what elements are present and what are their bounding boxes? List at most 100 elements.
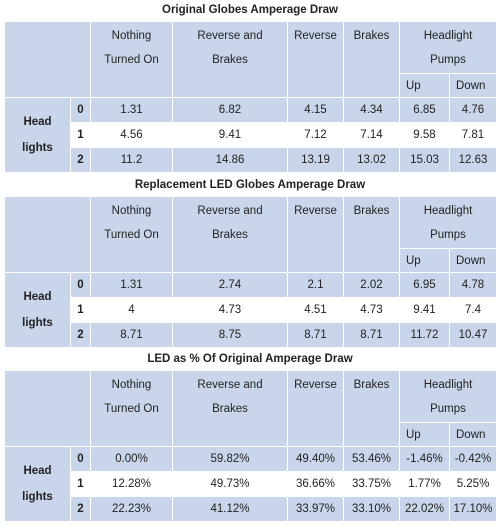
row-index: 1 (70, 471, 91, 497)
row-group-label: Head lights (4, 97, 71, 173)
col-header-reverse-and-brakes: Reverse and Brakes (172, 21, 288, 98)
table-cell: 12.63 (449, 147, 497, 173)
row-group-label: Head lights (4, 446, 71, 522)
table-row: 2 8.71 8.75 8.71 8.71 11.72 10.47 (5, 322, 497, 348)
row-group-label-line1: Head (23, 291, 52, 303)
table-cell: 33.75% (343, 471, 400, 497)
table-cell: 11.72 (399, 322, 450, 348)
col-header-brakes-text: Brakes (353, 379, 390, 391)
col-header-reverse-text: Reverse (294, 30, 337, 42)
table-cell: 7.12 (287, 122, 344, 148)
table-cell: 59.82% (172, 446, 288, 472)
header-row: Nothing Turned On Reverse and Brakes Reverse… (4, 370, 497, 447)
table-cell: 0.00% (90, 446, 173, 472)
table-cell: 22.02% (399, 496, 450, 522)
row-index: 0 (70, 272, 91, 298)
col-header-nothing-turned-on: Nothing Turned On (90, 21, 173, 98)
header-row: Nothing Turned On Reverse and Brakes Reverse… (4, 196, 497, 273)
table-cell: 4.73 (343, 297, 400, 323)
table-cell: 8.71 (287, 322, 344, 348)
table-cell: 15.03 (399, 147, 450, 173)
table-cell: 7.4 (449, 297, 497, 323)
table-title: Replacement LED Globes Amperage Draw (134, 179, 366, 191)
table-cell: 1.31 (90, 272, 173, 298)
col-header-nothing-turned-on-line2: Turned On (104, 403, 159, 415)
table-cell: 8.71 (90, 322, 173, 348)
table-cell: 13.19 (287, 147, 344, 173)
subheader-row: Up Down (5, 248, 497, 273)
table-cell: 10.47 (449, 322, 497, 348)
table-cell: 36.66% (287, 471, 344, 497)
table-row: 1 4 4.73 4.51 4.73 9.41 7.4 (5, 297, 497, 323)
table-cell: 6.82 (172, 97, 288, 123)
col-header-down: Down (449, 422, 497, 447)
col-header-reverse-and-brakes-line1: Reverse and (197, 379, 263, 391)
table-cell: 1.77% (399, 471, 450, 497)
table-cell: -0.42% (449, 446, 497, 472)
row-group-label-line2: lights (22, 491, 53, 503)
table-cell: 4.56 (90, 122, 173, 148)
col-header-reverse-and-brakes-line2: Brakes (212, 54, 248, 66)
col-header-brakes-text: Brakes (353, 205, 390, 217)
amperage-table: Nothing Turned On Reverse and Brakes Reverse… (4, 196, 497, 348)
table-cell: 8.71 (343, 322, 400, 348)
col-header-brakes: Brakes (343, 196, 400, 273)
col-header-headlight-pumps-line2: Pumps (430, 54, 466, 66)
col-header-reverse-and-brakes: Reverse and Brakes (172, 196, 288, 273)
col-header-headlight-pumps: Headlight Pumps (399, 370, 497, 423)
col-header-brakes-text: Brakes (353, 30, 390, 42)
table-cell: 33.10% (343, 496, 400, 522)
table-cell: 17.10% (449, 496, 497, 522)
table-cell: 4.51 (287, 297, 344, 323)
col-header-reverse: Reverse (287, 370, 344, 447)
header-corner (4, 21, 91, 98)
row-index: 1 (70, 122, 91, 148)
table-title: LED as % Of Original Amperage Draw (147, 353, 353, 365)
table-cell: 49.73% (172, 471, 288, 497)
table-cell: 33.97% (287, 496, 344, 522)
table-cell: 1.31 (90, 97, 173, 123)
subheader-row: Up Down (5, 73, 497, 98)
row-index: 1 (70, 297, 91, 323)
row-index: 2 (70, 496, 91, 522)
col-header-headlight-pumps-line1: Headlight (423, 205, 473, 217)
row-group-label-line1: Head (23, 116, 52, 128)
col-header-up: Up (399, 422, 450, 447)
col-header-nothing-turned-on: Nothing Turned On (90, 196, 173, 273)
col-header-reverse: Reverse (287, 21, 344, 98)
col-header-brakes: Brakes (343, 370, 400, 447)
table-cell: 2.1 (287, 272, 344, 298)
table-cell: 9.41 (172, 122, 288, 148)
table-cell: 12.28% (90, 471, 173, 497)
amperage-table: Nothing Turned On Reverse and Brakes Reverse… (4, 370, 497, 522)
table-cell: 11.2 (90, 147, 173, 173)
header-corner (4, 370, 91, 447)
row-group-label-line1: Head (23, 465, 52, 477)
table-cell: 2.02 (343, 272, 400, 298)
amperage-table: Nothing Turned On Reverse and Brakes Reverse… (4, 21, 497, 173)
row-group-label-line2: lights (22, 142, 53, 154)
col-header-headlight-pumps: Headlight Pumps (399, 196, 497, 249)
table-cell: 5.25% (449, 471, 497, 497)
col-header-nothing-turned-on-line2: Turned On (104, 54, 159, 66)
col-header-reverse: Reverse (287, 196, 344, 273)
table-cell: 7.14 (343, 122, 400, 148)
table-cell: 41.12% (172, 496, 288, 522)
table-row: 2 11.2 14.86 13.19 13.02 15.03 12.63 (5, 147, 497, 173)
col-header-headlight-pumps-line2: Pumps (430, 403, 466, 415)
row-index: 2 (70, 322, 91, 348)
col-header-headlight-pumps: Headlight Pumps (399, 21, 497, 74)
col-header-nothing-turned-on: Nothing Turned On (90, 370, 173, 447)
table-cell: 6.95 (399, 272, 450, 298)
col-header-brakes: Brakes (343, 21, 400, 98)
table-cell: 6.85 (399, 97, 450, 123)
col-header-nothing-turned-on-line2: Turned On (104, 229, 159, 241)
col-header-reverse-and-brakes-line1: Reverse and (197, 205, 263, 217)
table-cell: 7.81 (449, 122, 497, 148)
table-row: Head lights 0 0.00% 59.82% 49.40% 53.46% -1.46%… (4, 446, 497, 522)
row-group-label: Head lights (4, 272, 71, 348)
table-cell: 22.23% (90, 496, 173, 522)
col-header-headlight-pumps-line1: Headlight (423, 379, 473, 391)
col-header-up: Up (399, 73, 450, 98)
table-cell: 2.74 (172, 272, 288, 298)
